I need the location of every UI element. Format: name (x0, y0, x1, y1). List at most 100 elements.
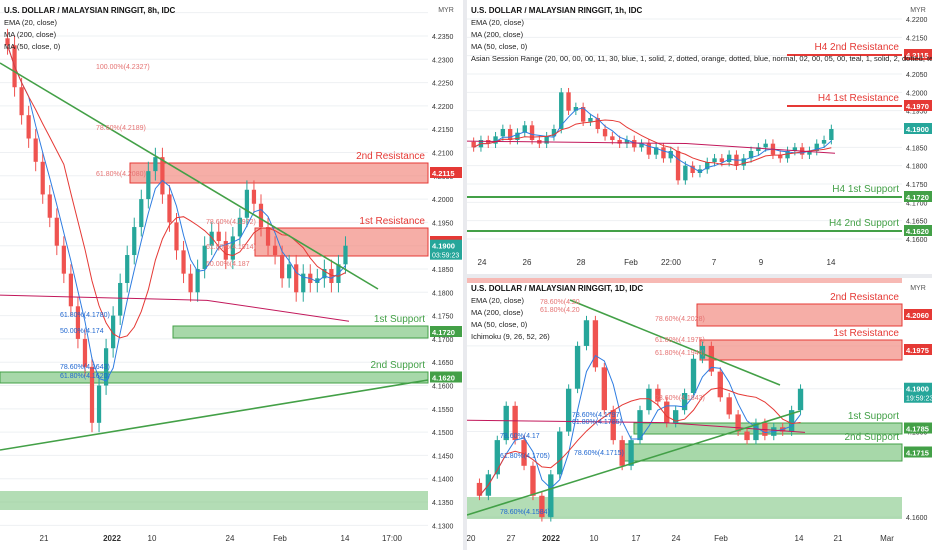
ema-line (473, 107, 832, 173)
candle (588, 118, 593, 122)
fib-label: 78.60%(4.2028) (655, 316, 705, 323)
resistance-label: 1st Resistance (833, 328, 899, 339)
candle (748, 151, 754, 159)
price-tag (904, 49, 932, 60)
fib-label: 61.80%(4.1975) (655, 337, 705, 344)
fib-label: 61.80%(4.2080) (96, 171, 146, 178)
price-axis-bg (904, 278, 932, 550)
price-tag-value: 4.1900 (906, 125, 929, 134)
y-tick-label: 4.1750 (432, 314, 454, 321)
y-tick-label: 4.2000 (906, 90, 928, 97)
x-tick-label: Mar (880, 534, 894, 543)
y-tick-label: 4.1700 (432, 337, 454, 344)
panel-divider-vertical (463, 0, 467, 550)
price-tag (430, 326, 462, 337)
legend-entry: MA (50, close, 0) (471, 42, 528, 51)
x-tick-label: 21 (40, 534, 49, 543)
trendline (0, 379, 429, 451)
candle (47, 194, 52, 218)
price-tag (904, 123, 932, 134)
candle (792, 147, 798, 151)
candle (89, 366, 95, 423)
support-zone (633, 422, 903, 435)
candle (146, 171, 151, 200)
support-zone-lower (467, 497, 902, 519)
candle (493, 136, 498, 144)
candle (559, 92, 564, 129)
candle (167, 194, 172, 223)
fib-label: 78.60%(4.1584) (500, 509, 550, 516)
y-tick-label: 4.1600 (906, 515, 928, 522)
y-tick-label: 4.2100 (432, 150, 454, 157)
y-tick-label: 4.1400 (432, 477, 454, 484)
candle (280, 255, 285, 279)
y-tick-label: 4.2050 (906, 72, 928, 79)
x-tick-label: 24 (672, 534, 681, 543)
candle (673, 410, 679, 423)
candle (592, 320, 599, 368)
ma50-line (479, 387, 801, 497)
x-tick-label: Feb (273, 534, 287, 543)
candle (223, 241, 228, 260)
candle (160, 157, 165, 195)
legend-entry: MA (200, close) (4, 30, 57, 39)
fib-label: 78.60%(4.20 (540, 299, 580, 306)
price-tag (430, 371, 462, 383)
candle (40, 161, 45, 195)
candle (744, 431, 750, 441)
fib-label: 50.00%(4.174 (60, 328, 104, 335)
x-tick-label: 21 (834, 534, 843, 543)
legend-entry: MA (50, close, 0) (471, 320, 528, 329)
legend-entry: MA (200, close) (471, 308, 524, 317)
candle (343, 245, 348, 265)
candle (322, 269, 327, 279)
candle (719, 158, 725, 162)
candle (741, 158, 746, 166)
y-tick-label: 4.1300 (432, 523, 454, 530)
y-tick-label: 4.2200 (906, 17, 928, 24)
candle (551, 129, 557, 137)
y-tick-label: 4.2350 (432, 34, 454, 41)
candle (237, 217, 242, 237)
candle (26, 115, 31, 139)
candle (153, 157, 158, 172)
candle (174, 222, 179, 251)
x-tick-label: 26 (523, 258, 532, 267)
currency-label: MYR (438, 7, 454, 14)
x-tick-label: 27 (507, 534, 516, 543)
price-tag-value: 4.2115 (432, 169, 455, 178)
candle (821, 140, 827, 144)
candle (574, 345, 581, 389)
candle (712, 158, 717, 162)
x-tick-label: 17 (632, 534, 641, 543)
price-tag-value: 4.1720 (432, 328, 455, 337)
price-tag-value: 4.1620 (906, 227, 929, 236)
price-axis-bg (430, 0, 462, 550)
price-tag (904, 309, 932, 320)
y-tick-label: 4.1850 (432, 267, 454, 274)
x-tick-label: 28 (577, 258, 586, 267)
candle (785, 151, 790, 159)
currency-label: MYR (910, 285, 926, 292)
ema-line (7, 45, 346, 382)
resistance-zone (129, 162, 429, 184)
legend-entry: EMA (20, close) (471, 18, 524, 27)
candle (244, 189, 250, 218)
chart-panel-2: H4 2nd Resistance H4 1st Resistance H4 1st… (466, 0, 932, 272)
y-tick-label: 4.1600 (432, 384, 454, 391)
panel-divider-horizontal (467, 274, 932, 278)
candle (763, 143, 768, 148)
candle (814, 143, 819, 151)
x-tick-label: 2022 (103, 534, 121, 543)
candle (294, 264, 299, 293)
candle (753, 422, 759, 441)
ma50-line (7, 45, 346, 339)
ma200-line (0, 294, 350, 322)
resistance-label: H4 2nd Resistance (815, 42, 900, 53)
price-tag-value: 4.1785 (906, 425, 929, 434)
y-tick-label: 4.1650 (906, 219, 928, 226)
candle (5, 38, 10, 46)
fib-label: 61.80%(4.1780) (60, 312, 110, 319)
fib-label: 78.60%(4.1797 (572, 412, 620, 419)
